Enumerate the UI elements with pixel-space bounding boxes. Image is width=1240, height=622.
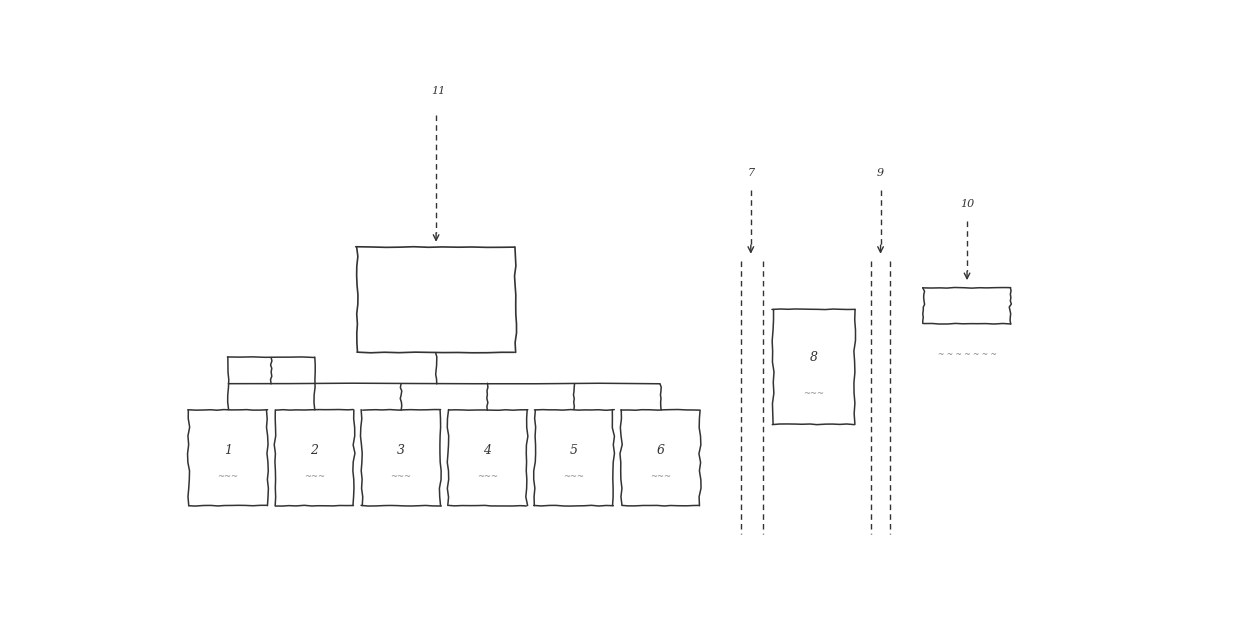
Text: 8: 8 bbox=[810, 351, 817, 364]
Text: ~~~: ~~~ bbox=[217, 473, 238, 481]
Text: ~~~: ~~~ bbox=[650, 473, 671, 481]
Text: 11: 11 bbox=[432, 86, 445, 96]
Text: ~ ~ ~ ~ ~ ~ ~: ~ ~ ~ ~ ~ ~ ~ bbox=[937, 350, 997, 360]
Text: 10: 10 bbox=[960, 199, 975, 209]
Text: ~~~: ~~~ bbox=[391, 473, 412, 481]
Text: 7: 7 bbox=[748, 167, 754, 178]
Text: 9: 9 bbox=[877, 167, 884, 178]
Text: ~~~: ~~~ bbox=[304, 473, 325, 481]
Text: 3: 3 bbox=[397, 443, 405, 457]
Text: 1: 1 bbox=[224, 443, 232, 457]
Text: ~~~: ~~~ bbox=[804, 389, 825, 397]
Text: 2: 2 bbox=[310, 443, 319, 457]
Text: ~~~: ~~~ bbox=[477, 473, 498, 481]
Text: 6: 6 bbox=[656, 443, 665, 457]
Text: 4: 4 bbox=[484, 443, 491, 457]
Text: ~~~: ~~~ bbox=[563, 473, 584, 481]
Text: 5: 5 bbox=[570, 443, 578, 457]
